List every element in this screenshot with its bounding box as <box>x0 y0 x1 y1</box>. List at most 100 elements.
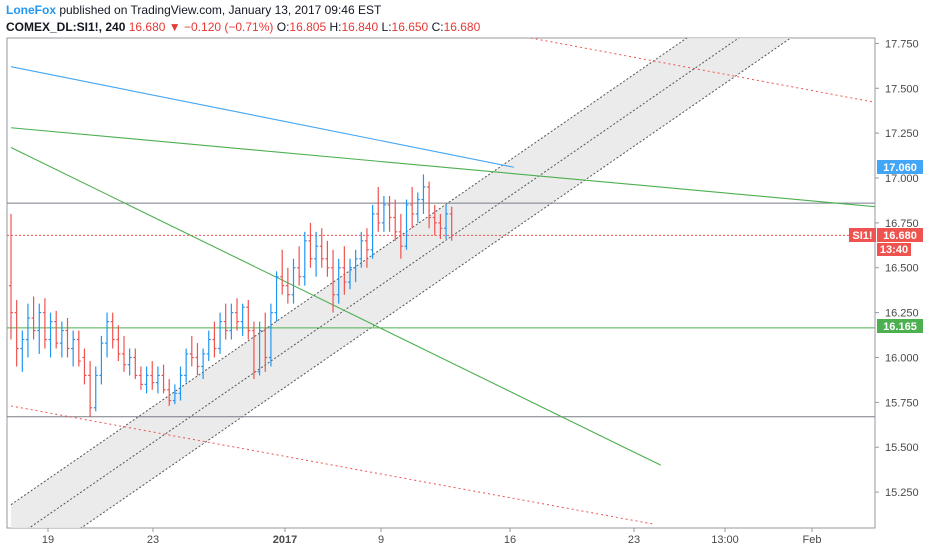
trendline-red-bottom <box>10 405 656 525</box>
symbol-tag <box>849 228 876 242</box>
y-tick-label: 17.000 <box>885 173 919 185</box>
ohlc-bar <box>353 249 358 283</box>
symbol-label[interactable]: COMEX_DL:SI1!, 240 <box>6 20 126 34</box>
trendline-red-top <box>530 38 875 103</box>
ohlc-bar <box>93 366 98 412</box>
ohlc-bar <box>364 228 369 268</box>
ohlc-bar <box>398 213 403 259</box>
ohlc-bar <box>336 258 341 304</box>
ohlc-bar <box>76 330 81 367</box>
x-tick-label: 23 <box>628 534 640 546</box>
ohlc-bar <box>99 335 104 385</box>
ohlc-bar <box>404 199 409 250</box>
ohlc-bar <box>178 366 183 401</box>
price-badge <box>877 228 923 242</box>
ohlc-bar <box>144 366 149 394</box>
ohlc-bar <box>31 296 36 340</box>
ohlc-bar <box>161 364 166 394</box>
ohlc-bar <box>438 213 443 240</box>
low-value: 16.650 <box>391 20 429 34</box>
down-arrow-icon: ▼ <box>168 20 181 34</box>
ohlc-bar <box>268 303 273 367</box>
ohlc-bar <box>133 348 138 380</box>
ohlc-bar <box>348 258 352 290</box>
ohlc-bar <box>291 258 296 304</box>
trendline-blue <box>10 66 514 168</box>
ohlc-bar <box>235 298 239 331</box>
price-badges: 17.060 SI1! 16.680 13:40 16.165 <box>849 160 923 333</box>
ohlc-bar <box>189 335 194 367</box>
ohlc-bar <box>342 246 347 295</box>
ohlc-bar <box>138 366 143 390</box>
y-tick-label: 16.000 <box>885 352 919 364</box>
x-tick-label: 19 <box>42 534 54 546</box>
ohlc-bar <box>110 312 115 349</box>
ohlc-bar <box>393 199 398 241</box>
ohlc-bar <box>240 303 245 336</box>
ohlc-bar <box>37 303 42 354</box>
ohlc-bar <box>184 348 189 383</box>
blue-line-badge <box>877 160 923 174</box>
ohlc-bar <box>201 348 206 380</box>
ohlc-bar <box>223 303 228 340</box>
ohlc-bar <box>9 213 13 340</box>
ohlc-bar <box>319 228 324 268</box>
y-tick-label: 15.750 <box>885 397 919 409</box>
ohlc-bar <box>195 343 200 376</box>
author-name[interactable]: LoneFox <box>6 3 56 17</box>
ohlc-bar <box>167 379 172 406</box>
ohlc-bar <box>432 204 437 236</box>
x-tick-label: 2017 <box>273 534 297 546</box>
ohlc-bar <box>59 321 64 358</box>
ohlc-bar <box>20 330 25 372</box>
publish-line: LoneFox published on TradingView.com, Ja… <box>6 2 480 19</box>
channel-middle-line <box>28 38 740 528</box>
x-tick-label: 13:00 <box>711 534 739 546</box>
y-tick-label: 17.500 <box>885 83 919 95</box>
x-tick-label: 23 <box>147 534 159 546</box>
ohlc-bar <box>325 240 330 277</box>
x-tick-label: 9 <box>378 534 384 546</box>
ohlc-bar <box>297 246 302 286</box>
green-line-badge-text: 16.165 <box>883 321 917 333</box>
ohlc-bar <box>172 384 177 405</box>
ohlc-bar <box>314 231 319 277</box>
ohlc-bar <box>122 335 126 372</box>
ohlc-bar <box>212 321 217 358</box>
countdown-badge-text: 13:40 <box>880 244 908 256</box>
green-line-badge <box>877 319 923 333</box>
ohlc-bar <box>246 300 251 340</box>
time-axis[interactable]: 19 23 2017 9 16 23 13:00 Feb <box>42 528 822 546</box>
ohlc-bar <box>48 312 53 358</box>
ohlc-bar <box>82 348 87 385</box>
y-tick-label: 17.250 <box>885 128 919 140</box>
ohlc-bar <box>25 303 30 358</box>
ohlc-bar <box>14 300 19 367</box>
high-value: 16.840 <box>341 20 379 34</box>
bars-layer <box>9 174 454 417</box>
ohlc-bar <box>71 330 76 367</box>
countdown-badge <box>877 243 911 256</box>
ohlc-bar <box>285 267 290 304</box>
ohlc-bar <box>65 318 70 358</box>
blue-line-badge-text: 17.060 <box>883 162 917 174</box>
close-value: 16.680 <box>443 20 481 34</box>
y-tick-label: 16.750 <box>885 218 919 230</box>
ohlc-bar <box>274 271 279 322</box>
channel-lower-line <box>80 38 791 528</box>
price-change: −0.120 (−0.71%) <box>184 20 274 34</box>
ohlc-bar <box>302 231 307 286</box>
ohlc-bar <box>449 206 454 241</box>
ohlc-bar <box>150 361 155 390</box>
ohlc-bar <box>280 249 285 295</box>
ohlc-bar <box>359 231 364 268</box>
y-tick-label: 17.750 <box>885 38 919 50</box>
ohlc-bar <box>206 330 211 362</box>
x-tick-label: 16 <box>504 534 516 546</box>
ohlc-bar <box>127 348 132 376</box>
y-tick-label: 16.500 <box>885 263 919 275</box>
price-axis[interactable]: 17.750 17.500 17.250 17.000 16.750 16.500 16.2… <box>875 38 919 499</box>
close-label: C: <box>431 20 444 34</box>
trendline-green-upper <box>10 127 875 208</box>
